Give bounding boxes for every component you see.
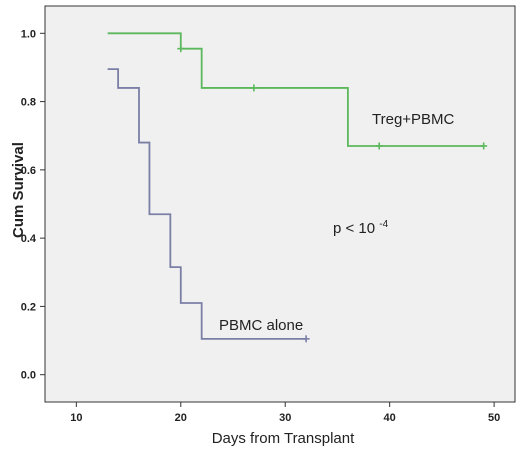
y-axis-ticks: 0.0 0.2 0.4 0.6 0.8 1.0: [21, 28, 45, 382]
x-tick-label: 30: [279, 412, 291, 424]
series-layer: [107, 32, 488, 343]
treg-pbmc-survival-line: [107, 32, 484, 147]
x-axis-ticks: 10 20 30 40 50: [70, 402, 500, 424]
y-tick-label: 1.0: [21, 28, 36, 40]
treg-pbmc-censor-mark: [375, 142, 383, 150]
x-tick-label: 20: [175, 412, 187, 424]
pbmc-alone-censor-mark: [302, 335, 310, 343]
x-tick-label: 10: [70, 412, 82, 424]
p-value-exponent: -4: [379, 219, 388, 230]
y-tick-label: 0.8: [21, 97, 36, 109]
treg-pbmc-censor-mark: [250, 84, 258, 92]
treg-series-label: Treg+PBMC: [372, 111, 455, 128]
y-axis-title: Cum Survival: [10, 142, 27, 238]
x-tick-label: 50: [488, 412, 500, 424]
pbmc-series-label: PBMC alone: [219, 317, 303, 334]
p-value-base: p < 10: [333, 220, 375, 237]
plot-frame: [44, 5, 516, 403]
y-tick-label: 0.0: [21, 370, 36, 382]
treg-pbmc-censor-mark: [177, 45, 185, 53]
y-tick-label: 0.6: [21, 165, 36, 177]
y-tick-label: 0.2: [21, 301, 36, 313]
plot-background: [45, 6, 515, 402]
x-axis-title: Days from Transplant: [212, 430, 355, 447]
treg-pbmc-censor-mark: [480, 142, 488, 150]
x-tick-label: 40: [384, 412, 396, 424]
p-value-annotation: p < 10 -4: [333, 219, 389, 237]
y-tick-label: 0.4: [21, 233, 37, 245]
pbmc-alone-survival-line: [107, 68, 307, 340]
